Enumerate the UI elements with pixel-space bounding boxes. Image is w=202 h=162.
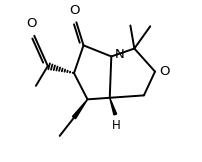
Text: N: N: [115, 48, 125, 61]
Text: O: O: [159, 65, 170, 78]
Polygon shape: [110, 98, 117, 115]
Polygon shape: [73, 99, 87, 119]
Text: H: H: [112, 119, 120, 132]
Text: O: O: [27, 17, 37, 30]
Text: O: O: [69, 4, 80, 17]
